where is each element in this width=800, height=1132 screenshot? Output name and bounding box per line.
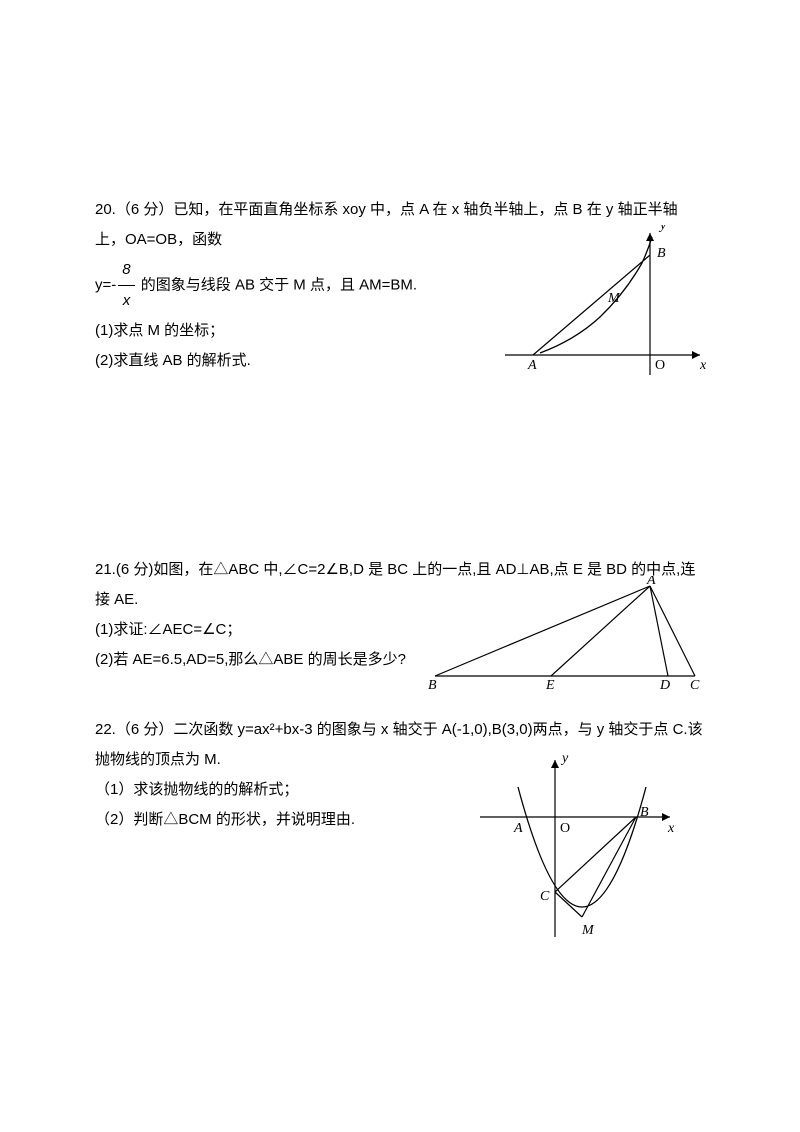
- fig21-label-D: D: [659, 678, 670, 691]
- fig20-label-O: O: [655, 358, 665, 373]
- q20-part2: (2)求直线 AB 的解析式.: [95, 346, 515, 376]
- fig20-label-M: M: [607, 291, 621, 306]
- fig22-label-y: y: [560, 752, 569, 766]
- figure-22: y x O A B C M: [470, 752, 680, 942]
- fig21-label-C: C: [690, 678, 700, 691]
- figure-21-svg: A B E D C: [420, 576, 710, 691]
- fig20-label-y: y: [658, 225, 667, 233]
- q20-frac-den: x: [118, 286, 134, 316]
- q22-part2: （2）判断△BCM 的形状，并说明理由.: [95, 805, 455, 835]
- fig20-label-x: x: [699, 358, 707, 373]
- figure-20: y x O A B M: [500, 225, 710, 385]
- fig22-label-A: A: [513, 821, 523, 836]
- figure-21: A B E D C: [420, 576, 710, 691]
- q20-fraction: 8x: [118, 255, 134, 316]
- q20-line2b: 的图象与线段 AB 交于 M 点，且 AM=BM.: [137, 276, 417, 293]
- figure-20-svg: y x O A B M: [500, 225, 710, 385]
- fig21-label-E: E: [545, 678, 555, 691]
- q20-line2: y=-8x 的图象与线段 AB 交于 M 点，且 AM=BM.: [95, 255, 515, 316]
- fig22-label-x: x: [667, 821, 675, 836]
- q20-line2a: y=-: [95, 276, 116, 293]
- fig20-label-B: B: [657, 246, 666, 261]
- fig22-label-O: O: [560, 821, 570, 836]
- q20-frac-num: 8: [118, 255, 134, 286]
- q22-part1: （1）求该抛物线的的解析式；: [95, 775, 455, 805]
- fig22-label-B: B: [640, 805, 649, 820]
- fig22-label-C: C: [540, 889, 550, 904]
- figure-22-svg: y x O A B C M: [470, 752, 680, 942]
- fig21-label-B: B: [428, 678, 437, 691]
- fig22-label-M: M: [581, 923, 595, 938]
- fig20-label-A: A: [527, 358, 537, 373]
- fig21-label-A: A: [646, 576, 656, 588]
- q20-part1: (1)求点 M 的坐标；: [95, 316, 515, 346]
